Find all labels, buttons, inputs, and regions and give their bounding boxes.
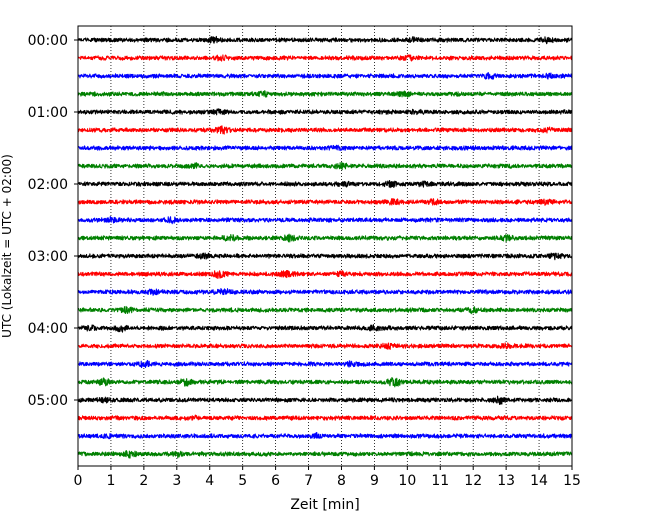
seismic-trace (77, 54, 573, 62)
x-tick-label: 13 (497, 473, 515, 489)
seismic-trace (77, 395, 573, 405)
plot-frame (77, 25, 573, 467)
y-tick-label: 01:00 (28, 105, 68, 121)
seismic-trace (77, 324, 573, 333)
seismic-trace (77, 450, 573, 459)
seismic-trace (77, 252, 573, 261)
seismic-trace (77, 342, 573, 350)
x-tick-label: 8 (337, 473, 346, 489)
x-axis-label: Zeit [min] (290, 497, 359, 513)
x-tick-label: 2 (139, 473, 148, 489)
x-tick-label: 9 (370, 473, 379, 489)
seismic-traces (77, 35, 573, 459)
seismic-trace (77, 35, 573, 45)
seismic-trace (77, 108, 573, 116)
x-tick-label: 7 (304, 473, 313, 489)
x-tick-label: 1 (106, 473, 115, 489)
seismic-trace (77, 431, 573, 440)
seismic-trace (77, 288, 573, 296)
x-axis-ticks: 0 1 2 3 4 5 6 7 8 9 10 11 12 13 14 15 (74, 466, 581, 489)
seismic-trace (77, 233, 573, 243)
seismic-trace (77, 414, 573, 421)
x-tick-label: 0 (74, 473, 83, 489)
x-tick-label: 11 (431, 473, 449, 489)
seismic-trace (77, 377, 573, 388)
x-tick-label: 10 (398, 473, 416, 489)
x-tick-label: 6 (271, 473, 280, 489)
seismic-trace (77, 305, 573, 315)
seismic-trace (77, 144, 573, 152)
y-tick-label: 03:00 (28, 249, 68, 265)
y-tick-label: 00:00 (28, 33, 68, 49)
seismic-trace (77, 72, 573, 80)
seismic-trace (77, 269, 573, 279)
y-tick-label: 02:00 (28, 177, 68, 193)
grid-lines (110, 26, 540, 466)
x-tick-label: 15 (563, 473, 581, 489)
x-tick-label: 14 (530, 473, 548, 489)
x-tick-label: 3 (172, 473, 181, 489)
seismic-trace (77, 180, 573, 189)
seismic-trace (77, 359, 573, 369)
y-tick-label: 05:00 (28, 393, 68, 409)
x-tick-label: 4 (205, 473, 214, 489)
y-axis-ticks: 00:00 01:00 02:00 03:00 04:00 05:00 (28, 33, 78, 409)
x-tick-label: 12 (464, 473, 482, 489)
seismic-trace (77, 125, 573, 135)
seismic-trace (77, 216, 573, 225)
seismic-trace (77, 161, 573, 171)
seismic-trace (77, 90, 573, 98)
seismic-trace (77, 197, 573, 206)
y-axis-label: UTC (Lokalzeit = UTC + 02:00) (0, 154, 14, 338)
y-tick-label: 04:00 (28, 321, 68, 337)
x-tick-label: 5 (238, 473, 247, 489)
